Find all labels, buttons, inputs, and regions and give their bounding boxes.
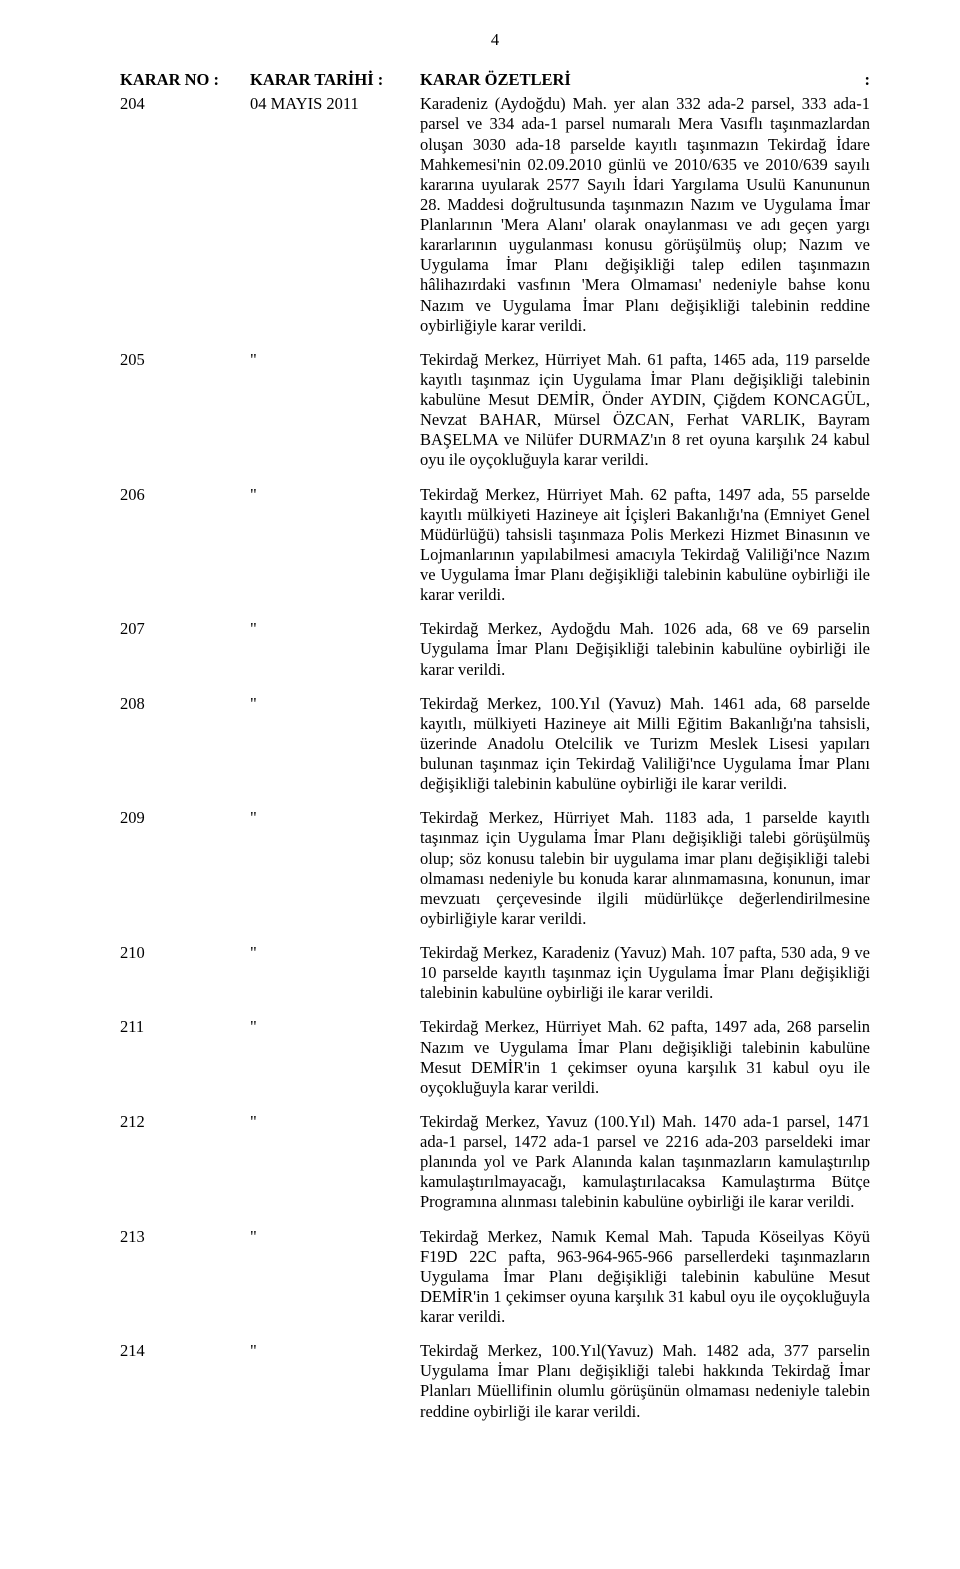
row-body: Tekirdağ Merkez, Karadeniz (Yavuz) Mah. … bbox=[420, 943, 870, 1003]
row-body: Tekirdağ Merkez, 100.Yıl(Yavuz) Mah. 148… bbox=[420, 1341, 870, 1422]
row-date: " bbox=[250, 619, 420, 679]
table-row: 206"Tekirdağ Merkez, Hürriyet Mah. 62 pa… bbox=[120, 485, 870, 606]
row-body: Tekirdağ Merkez, Yavuz (100.Yıl) Mah. 14… bbox=[420, 1112, 870, 1213]
table-row: 210"Tekirdağ Merkez, Karadeniz (Yavuz) M… bbox=[120, 943, 870, 1003]
row-no: 209 bbox=[120, 808, 250, 929]
row-no: 205 bbox=[120, 350, 250, 471]
row-no: 212 bbox=[120, 1112, 250, 1213]
row-body: Tekirdağ Merkez, Hürriyet Mah. 1183 ada,… bbox=[420, 808, 870, 929]
table-row: 20404 MAYIS 2011Karadeniz (Aydoğdu) Mah.… bbox=[120, 94, 870, 336]
row-body: Karadeniz (Aydoğdu) Mah. yer alan 332 ad… bbox=[420, 94, 870, 336]
row-body: Tekirdağ Merkez, Aydoğdu Mah. 1026 ada, … bbox=[420, 619, 870, 679]
row-no: 207 bbox=[120, 619, 250, 679]
row-no: 213 bbox=[120, 1227, 250, 1328]
document-page: 4 KARAR NO : KARAR TARİHİ : KARAR ÖZETLE… bbox=[0, 0, 960, 1466]
table-row: 208"Tekirdağ Merkez, 100.Yıl (Yavuz) Mah… bbox=[120, 694, 870, 795]
header-body: KARAR ÖZETLERİ : bbox=[420, 70, 870, 90]
header-body-colon: : bbox=[865, 70, 871, 90]
table-row: 212"Tekirdağ Merkez, Yavuz (100.Yıl) Mah… bbox=[120, 1112, 870, 1213]
row-body: Tekirdağ Merkez, 100.Yıl (Yavuz) Mah. 14… bbox=[420, 694, 870, 795]
row-date: " bbox=[250, 350, 420, 471]
row-no: 204 bbox=[120, 94, 250, 336]
row-date: " bbox=[250, 485, 420, 606]
row-date: " bbox=[250, 943, 420, 1003]
row-no: 214 bbox=[120, 1341, 250, 1422]
table-row: 205"Tekirdağ Merkez, Hürriyet Mah. 61 pa… bbox=[120, 350, 870, 471]
row-date: 04 MAYIS 2011 bbox=[250, 94, 420, 336]
row-date: " bbox=[250, 1341, 420, 1422]
row-no: 206 bbox=[120, 485, 250, 606]
row-no: 210 bbox=[120, 943, 250, 1003]
page-number: 4 bbox=[120, 30, 870, 50]
rows-container: 20404 MAYIS 2011Karadeniz (Aydoğdu) Mah.… bbox=[120, 94, 870, 1421]
table-row: 214"Tekirdağ Merkez, 100.Yıl(Yavuz) Mah.… bbox=[120, 1341, 870, 1422]
table-row: 213"Tekirdağ Merkez, Namık Kemal Mah. Ta… bbox=[120, 1227, 870, 1328]
table-row: 207"Tekirdağ Merkez, Aydoğdu Mah. 1026 a… bbox=[120, 619, 870, 679]
row-date: " bbox=[250, 1017, 420, 1098]
row-date: " bbox=[250, 694, 420, 795]
row-body: Tekirdağ Merkez, Namık Kemal Mah. Tapuda… bbox=[420, 1227, 870, 1328]
table-row: 211"Tekirdağ Merkez, Hürriyet Mah. 62 pa… bbox=[120, 1017, 870, 1098]
header-body-label: KARAR ÖZETLERİ bbox=[420, 70, 571, 90]
row-date: " bbox=[250, 1227, 420, 1328]
header-date: KARAR TARİHİ : bbox=[250, 70, 420, 90]
row-no: 208 bbox=[120, 694, 250, 795]
row-body: Tekirdağ Merkez, Hürriyet Mah. 61 pafta,… bbox=[420, 350, 870, 471]
row-body: Tekirdağ Merkez, Hürriyet Mah. 62 pafta,… bbox=[420, 485, 870, 606]
row-no: 211 bbox=[120, 1017, 250, 1098]
row-body: Tekirdağ Merkez, Hürriyet Mah. 62 pafta,… bbox=[420, 1017, 870, 1098]
row-date: " bbox=[250, 808, 420, 929]
header-no: KARAR NO : bbox=[120, 70, 250, 90]
table-header: KARAR NO : KARAR TARİHİ : KARAR ÖZETLERİ… bbox=[120, 70, 870, 90]
row-date: " bbox=[250, 1112, 420, 1213]
table-row: 209"Tekirdağ Merkez, Hürriyet Mah. 1183 … bbox=[120, 808, 870, 929]
